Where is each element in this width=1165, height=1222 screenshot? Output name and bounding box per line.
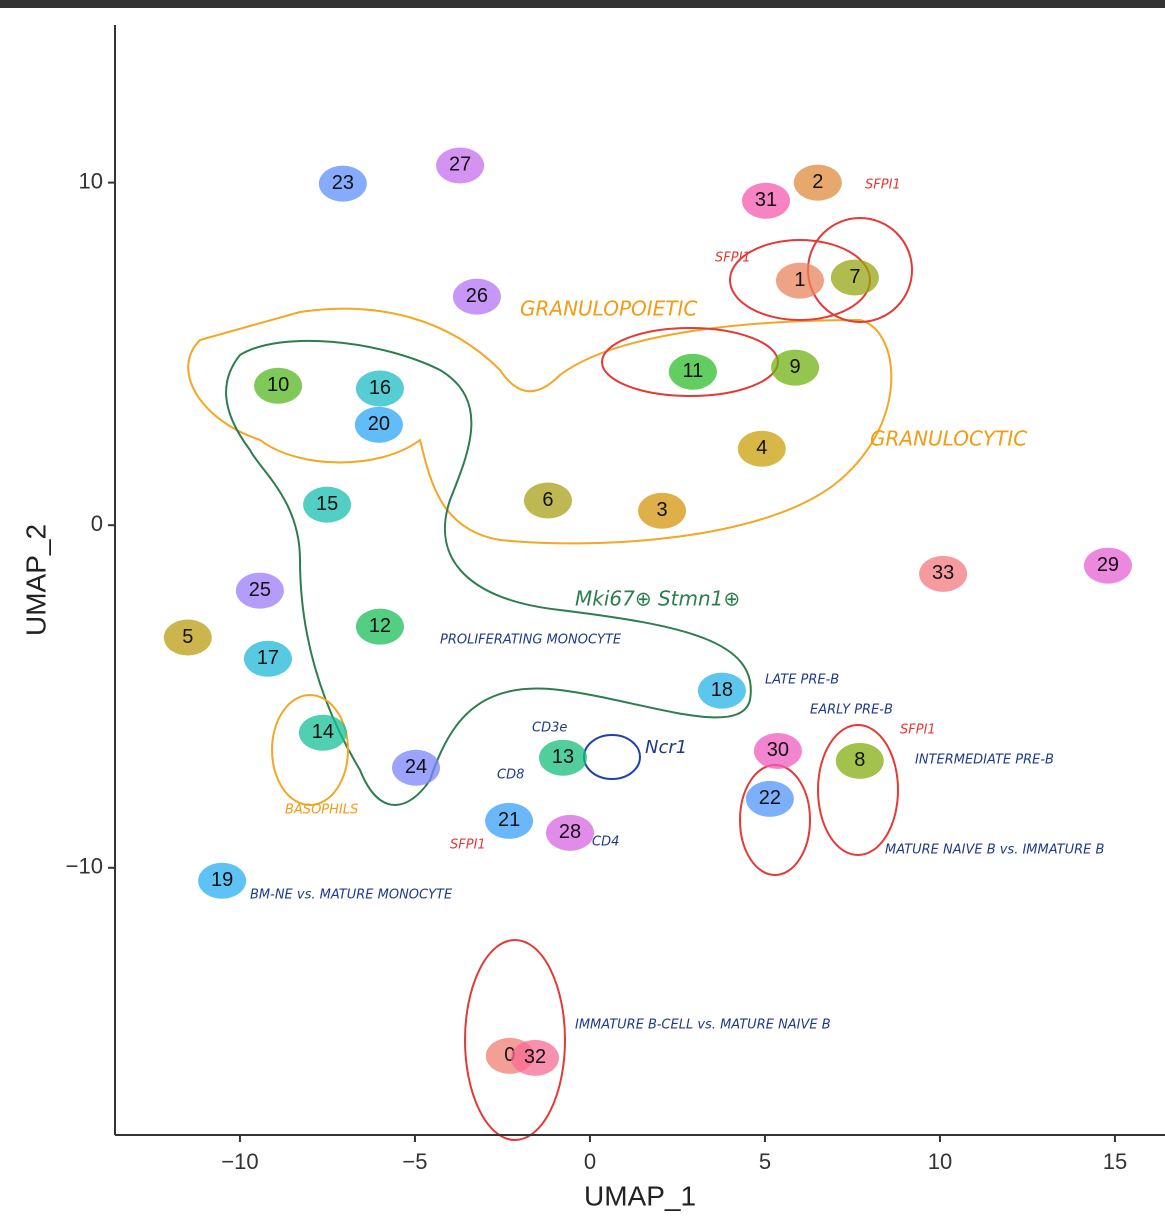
annotation: SFPI1	[450, 838, 486, 853]
annotation: Mki67⊕ Stmn1⊕	[575, 587, 740, 611]
cluster-label: 17	[257, 647, 279, 669]
annotations: GRANULOPOIETIC GRANULOCYTIC Mki67⊕ Stmn1…	[250, 178, 1105, 1033]
cluster-label: 4	[756, 437, 767, 459]
x-axis-label: UMAP_1	[584, 1180, 696, 1211]
x-tick-label: −5	[402, 1149, 427, 1174]
x-tick-label: 0	[584, 1149, 596, 1174]
cluster-label: 25	[249, 579, 271, 601]
cluster-label: 10	[267, 374, 289, 396]
annotation: CD3e	[532, 721, 567, 736]
cluster-label: 20	[368, 413, 390, 435]
cluster-label: 32	[524, 1046, 546, 1068]
cluster-label: 23	[332, 172, 354, 194]
cluster-label: 18	[711, 679, 733, 701]
cluster-label: 26	[466, 285, 488, 307]
y-axis-label: UMAP_2	[20, 524, 51, 636]
x-tick-label: 10	[928, 1149, 952, 1174]
annotation: GRANULOPOIETIC	[520, 297, 697, 321]
cluster-label: 14	[312, 721, 334, 743]
x-tick-label: −10	[221, 1149, 258, 1174]
y-tick-label: −10	[66, 854, 103, 879]
x-tick-label: 15	[1103, 1149, 1127, 1174]
annotation: Ncr1	[645, 737, 687, 758]
cluster-label: 1	[794, 269, 805, 291]
cluster-label: 12	[369, 615, 391, 637]
y-tick-label: 10	[79, 168, 103, 193]
cluster-label: 16	[369, 377, 391, 399]
annotation: CD8	[497, 768, 524, 783]
cluster-label: 9	[789, 356, 800, 378]
top-bar	[0, 0, 1165, 8]
annotation: SFPI1	[865, 178, 901, 193]
cluster-label: 5	[182, 626, 193, 648]
cluster-label: 2	[812, 171, 823, 193]
annotation: BASOPHILS	[285, 803, 358, 818]
chart: GRANULOPOIETIC GRANULOCYTIC Mki67⊕ Stmn1…	[0, 0, 1165, 1217]
cluster-label: 24	[405, 756, 427, 778]
cluster-label: 28	[559, 821, 581, 843]
cluster-label: 3	[656, 499, 667, 521]
cluster-label: 15	[316, 493, 338, 515]
annotation: INTERMEDIATE PRE-B	[915, 753, 1054, 768]
cluster-label: 30	[767, 739, 789, 761]
annotation: GRANULOCYTIC	[870, 427, 1027, 451]
outline	[584, 735, 640, 779]
x-tick-label: 5	[759, 1149, 771, 1174]
cluster-label: 11	[682, 360, 703, 382]
y-tick-label: 0	[91, 511, 103, 536]
annotation: CD4	[592, 835, 619, 850]
annotation: IMMATURE B-CELL vs. MATURE NAIVE B	[575, 1018, 831, 1033]
cluster-label: 8	[854, 749, 865, 771]
annotation: SFPI1	[715, 251, 751, 266]
cluster-label: 29	[1097, 554, 1119, 576]
cluster-label: 7	[849, 266, 860, 288]
annotation: LATE PRE-B	[765, 673, 839, 688]
annotation: EARLY PRE-B	[810, 703, 893, 718]
outline	[272, 695, 348, 805]
annotation: MATURE NAIVE B vs. IMMATURE B	[885, 843, 1105, 858]
cluster-label: 31	[755, 189, 777, 211]
cluster-label: 13	[552, 746, 574, 768]
cluster-label: 33	[932, 562, 954, 584]
annotation: SFPI1	[900, 723, 936, 738]
annotation: BM-NE vs. MATURE MONOCYTE	[250, 888, 453, 903]
annotation: PROLIFERATING MONOCYTE	[440, 633, 622, 648]
cluster-label: 27	[449, 154, 471, 176]
cluster-label: 6	[542, 489, 553, 511]
cluster-label: 19	[211, 869, 233, 891]
cluster-label: 21	[498, 809, 520, 831]
cluster-label: 22	[759, 787, 781, 809]
